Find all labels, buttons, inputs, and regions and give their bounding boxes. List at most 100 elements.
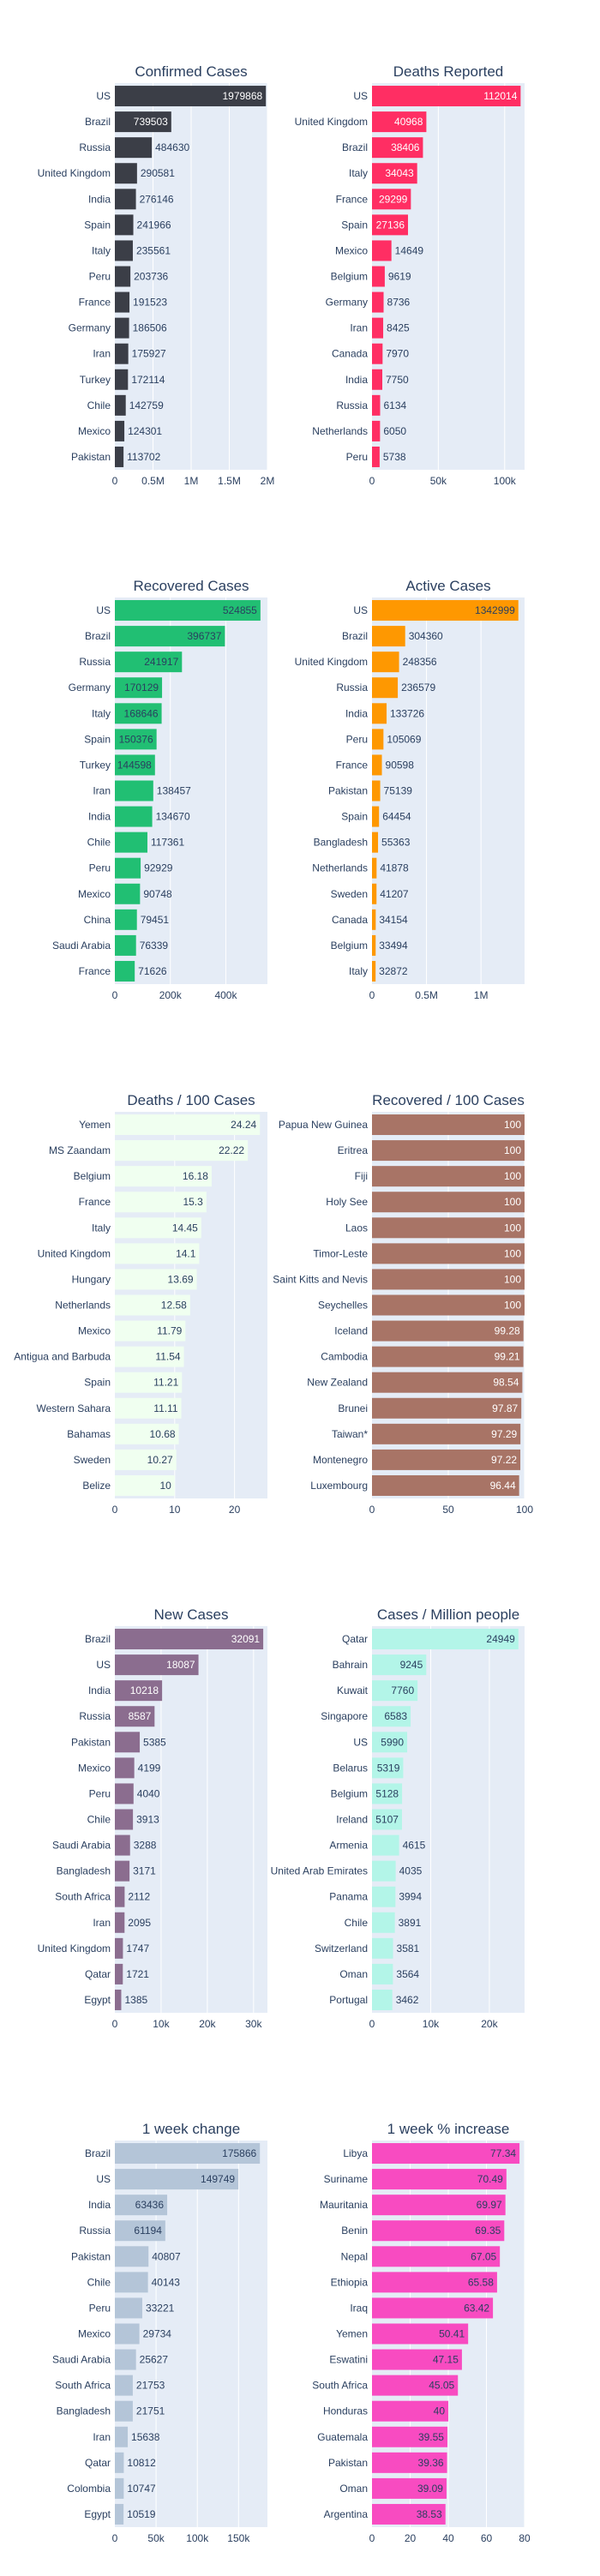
data-label: 236579 [401, 682, 435, 694]
bar [115, 1320, 186, 1342]
bar [115, 2323, 140, 2345]
bar [372, 291, 384, 313]
y-tick-label: Guatemala [317, 2431, 368, 2443]
bar [115, 1140, 249, 1162]
x-tick-label: 10k [153, 2018, 170, 2030]
bar [372, 86, 521, 107]
data-label: 100 [504, 1196, 521, 1208]
data-label: 3171 [133, 1865, 156, 1877]
data-label: 9619 [388, 271, 411, 283]
bar [115, 1243, 200, 1264]
y-tick-label: Benin [341, 2225, 368, 2237]
y-tick-label: United Kingdom [38, 167, 111, 179]
data-label: 100 [504, 1247, 521, 1259]
bar [372, 2375, 459, 2396]
y-tick-label: New Zealand [307, 1377, 368, 1389]
y-tick-label: Armenia [329, 1840, 368, 1852]
bar [115, 703, 162, 724]
bar [115, 1757, 135, 1779]
x-tick-label: 50 [442, 1504, 454, 1516]
bar [372, 266, 385, 287]
data-label: 13.69 [168, 1273, 194, 1285]
y-tick-label: Bahrain [333, 1659, 368, 1671]
data-label: 50.41 [439, 2328, 465, 2340]
data-label: 248356 [403, 656, 437, 668]
chart-panel-6: 0 50 100 Recovered / 100 Cases Papua New Gui… [273, 1092, 533, 1516]
y-tick-label: Russia [79, 141, 111, 153]
bar [372, 1654, 427, 1676]
bar [372, 1912, 395, 1933]
bar [115, 1963, 123, 1985]
y-tick-label: Colombia [67, 2483, 111, 2495]
data-label: 175866 [222, 2147, 256, 2159]
data-label: 34154 [379, 914, 408, 926]
y-tick-label: Russia [79, 656, 111, 668]
bar [372, 343, 383, 364]
data-label: 32091 [231, 1633, 261, 1645]
data-label: 10.68 [150, 1428, 176, 1440]
bar [372, 1629, 519, 1650]
y-tick-label: Brazil [342, 630, 368, 642]
data-label: 8425 [387, 322, 410, 334]
data-label: 40143 [152, 2276, 181, 2288]
data-label: 99.28 [495, 1325, 520, 1337]
y-tick-label: Iraq [350, 2302, 368, 2314]
bar [372, 806, 380, 827]
bar [115, 1886, 125, 1907]
y-tick-label: Iran [350, 322, 368, 334]
bar [115, 1654, 199, 1676]
bar [115, 1989, 122, 2010]
bar [372, 2272, 497, 2293]
y-tick-label: Switzerland [315, 1943, 368, 1955]
bar [115, 2477, 124, 2499]
data-label: 45.05 [429, 2380, 454, 2392]
y-tick-label: South Africa [312, 2380, 368, 2392]
bar [372, 240, 392, 261]
y-tick-label: Turkey [80, 759, 111, 771]
data-label: 24.24 [231, 1119, 256, 1131]
y-tick-label: Peru [89, 1787, 111, 1799]
data-label: 276146 [140, 193, 174, 205]
bar [115, 729, 157, 750]
bar [115, 883, 141, 904]
bar [115, 2272, 148, 2293]
data-label: 142759 [129, 399, 164, 411]
bar [115, 1346, 184, 1367]
data-label: 3913 [136, 1814, 159, 1826]
data-label: 75139 [384, 785, 413, 797]
y-tick-label: Spain [84, 219, 111, 231]
bar [372, 2452, 447, 2473]
y-tick-label: Russia [79, 2225, 111, 2237]
data-label: 484630 [155, 141, 189, 153]
data-label: 150376 [119, 733, 153, 745]
y-tick-label: Spain [84, 733, 111, 745]
data-label: 71626 [138, 965, 167, 977]
y-tick-label: Eritrea [338, 1144, 369, 1156]
bar [372, 1449, 521, 1470]
y-tick-label: Qatar [85, 2457, 111, 2469]
bar [372, 1937, 393, 1959]
data-label: 21753 [136, 2380, 165, 2392]
data-label: 3891 [399, 1917, 422, 1929]
y-tick-label: Nepal [341, 2250, 368, 2262]
bar [372, 934, 376, 956]
y-tick-label: Egypt [84, 2508, 111, 2520]
bar [115, 1809, 134, 1830]
y-tick-label: Mexico [78, 2328, 111, 2340]
bar [372, 1269, 525, 1290]
y-tick-label: Mexico [78, 1762, 111, 1774]
x-tick-label: 1M [184, 475, 199, 487]
y-tick-label: Mexico [78, 888, 111, 900]
data-label: 67.05 [471, 2250, 496, 2262]
data-label: 96.44 [490, 1480, 516, 1492]
data-label: 1342999 [475, 604, 515, 616]
data-label: 69.97 [477, 2199, 502, 2211]
x-tick-label: 20 [405, 2532, 417, 2544]
bar [115, 2195, 168, 2216]
y-tick-label: Spain [84, 1377, 111, 1389]
data-label: 40968 [394, 116, 423, 128]
bar [115, 137, 153, 159]
bar [115, 652, 183, 673]
data-label: 3288 [134, 1840, 157, 1852]
y-tick-label: Libya [343, 2147, 368, 2159]
